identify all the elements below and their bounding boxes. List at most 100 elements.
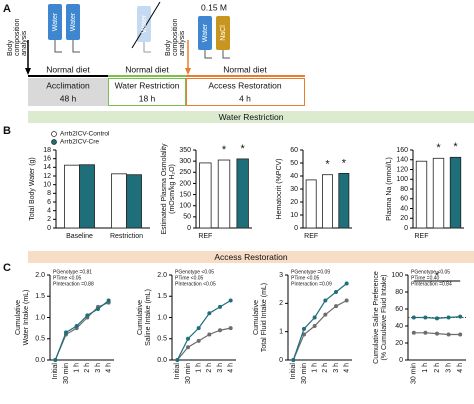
point	[435, 331, 439, 336]
point	[74, 324, 79, 328]
y-tick-label: 10	[290, 212, 298, 219]
y-axis-label: Estimated Plasma Osmolality	[161, 143, 168, 235]
y-tick-label: 40	[400, 205, 408, 212]
y-tick-label: 30	[290, 186, 298, 193]
stage-box	[186, 78, 305, 106]
stat-label: PInteraction <0.05	[175, 281, 216, 287]
x-tick-label: 3 h	[333, 363, 340, 373]
y-axis-label: (mOsm/kg H₂O)	[169, 164, 176, 214]
x-tick-label: 30 min	[185, 363, 192, 384]
annotation: *	[435, 270, 440, 282]
panel-letter: A	[3, 3, 11, 15]
y-tick-label: 160	[396, 147, 408, 154]
y-tick-label: 4	[47, 208, 51, 215]
panel-letter: B	[3, 125, 11, 137]
legend-swatch	[51, 131, 57, 137]
point	[312, 315, 317, 320]
x-tick-label: Restriction	[110, 233, 143, 240]
y-tick-label: 2.0	[157, 272, 167, 279]
x-tick-label: Initial	[290, 363, 297, 380]
x-tick-label: 4 h	[344, 363, 351, 373]
y-axis-label: Cumulative Saline Preference	[373, 271, 380, 364]
y-tick-label: 40	[290, 173, 298, 180]
banner-text: Water Restriction	[219, 112, 284, 122]
x-tick-label: 4 h	[228, 363, 235, 373]
stage-duration: 18 h	[139, 93, 156, 103]
y-tick-label: 3	[279, 272, 283, 279]
y-tick-label: 18	[43, 147, 51, 154]
point	[446, 332, 451, 337]
y-axis-label: Hematocrit (%PCV)	[276, 158, 283, 219]
y-tick-label: 250	[179, 169, 191, 176]
stage-duration: 4 h	[239, 93, 251, 103]
series-line	[54, 300, 110, 361]
y-tick-label: 60	[400, 196, 408, 203]
x-tick-label: 1 h	[196, 363, 203, 373]
point	[411, 315, 416, 320]
significance: *	[241, 143, 246, 155]
y-axis-label: Plasma Na (mmol/L)	[386, 157, 393, 221]
bar	[236, 158, 249, 229]
bar	[217, 159, 231, 229]
y-tick-label: 0	[404, 225, 408, 232]
legend-label: Arrb2ICV-Cre	[60, 139, 99, 146]
bar	[126, 174, 142, 229]
y-tick-label: 0.0	[35, 357, 45, 364]
diagram-label: analysis	[21, 30, 28, 56]
y-tick-label: 80	[400, 186, 408, 193]
y-tick-label: 100	[396, 176, 408, 183]
diagram-label: composition	[172, 19, 179, 56]
arrowhead	[185, 68, 191, 75]
stat-label: PInteraction =0.09	[291, 281, 332, 287]
point	[423, 315, 428, 320]
diet: Normal diet	[223, 64, 267, 74]
point	[196, 338, 201, 343]
diagram-label: Body	[165, 40, 172, 56]
bar	[64, 164, 80, 229]
y-tick-label: 0	[47, 225, 51, 232]
y-tick-label: 0.0	[157, 357, 167, 364]
point	[458, 332, 463, 337]
y-tick-label: 350	[179, 147, 191, 154]
point	[312, 324, 317, 328]
point	[218, 328, 222, 333]
y-tick-label: 1.5	[35, 293, 45, 300]
arrowhead	[25, 68, 31, 75]
legend-label: Arrb2ICV-Control	[60, 131, 110, 138]
point	[175, 358, 180, 362]
point	[228, 298, 233, 303]
significance: *	[453, 141, 458, 153]
stat-label: PGenotype <0.05	[411, 269, 450, 275]
y-axis-label: Total Body Water (g)	[29, 157, 36, 221]
y-tick-label: 200	[179, 180, 191, 187]
y-tick-label: 6	[47, 199, 51, 206]
y-tick-label: 140	[396, 157, 408, 164]
point	[344, 281, 349, 286]
stat-label: PTime <0.05	[53, 275, 82, 281]
panel-letter: C	[3, 262, 11, 274]
y-tick-label: 0	[279, 357, 283, 364]
point	[446, 315, 451, 320]
y-tick-label: 1	[279, 329, 283, 336]
x-tick-label: REF	[198, 233, 212, 240]
y-tick-label: 60	[290, 147, 298, 154]
bar	[111, 173, 127, 229]
series-line	[54, 302, 109, 361]
bottle-label: NaCl	[220, 25, 227, 41]
bar	[449, 156, 462, 229]
y-tick-label: 8	[47, 190, 51, 197]
stat-label: PGenotype =0.81	[53, 269, 92, 275]
diet: Normal diet	[125, 64, 169, 74]
bottle-label: Water	[141, 14, 148, 33]
spout	[54, 40, 80, 53]
bottle-label: Water	[202, 23, 209, 42]
y-tick-label: 0	[294, 225, 298, 232]
point	[344, 298, 349, 303]
y-tick-label: 20	[290, 199, 298, 206]
point	[411, 330, 416, 335]
point	[334, 304, 338, 309]
y-tick-label: 50	[183, 214, 191, 221]
point	[323, 312, 328, 317]
y-tick-label: 120	[396, 166, 408, 173]
x-tick-label: 30 min	[63, 363, 70, 384]
